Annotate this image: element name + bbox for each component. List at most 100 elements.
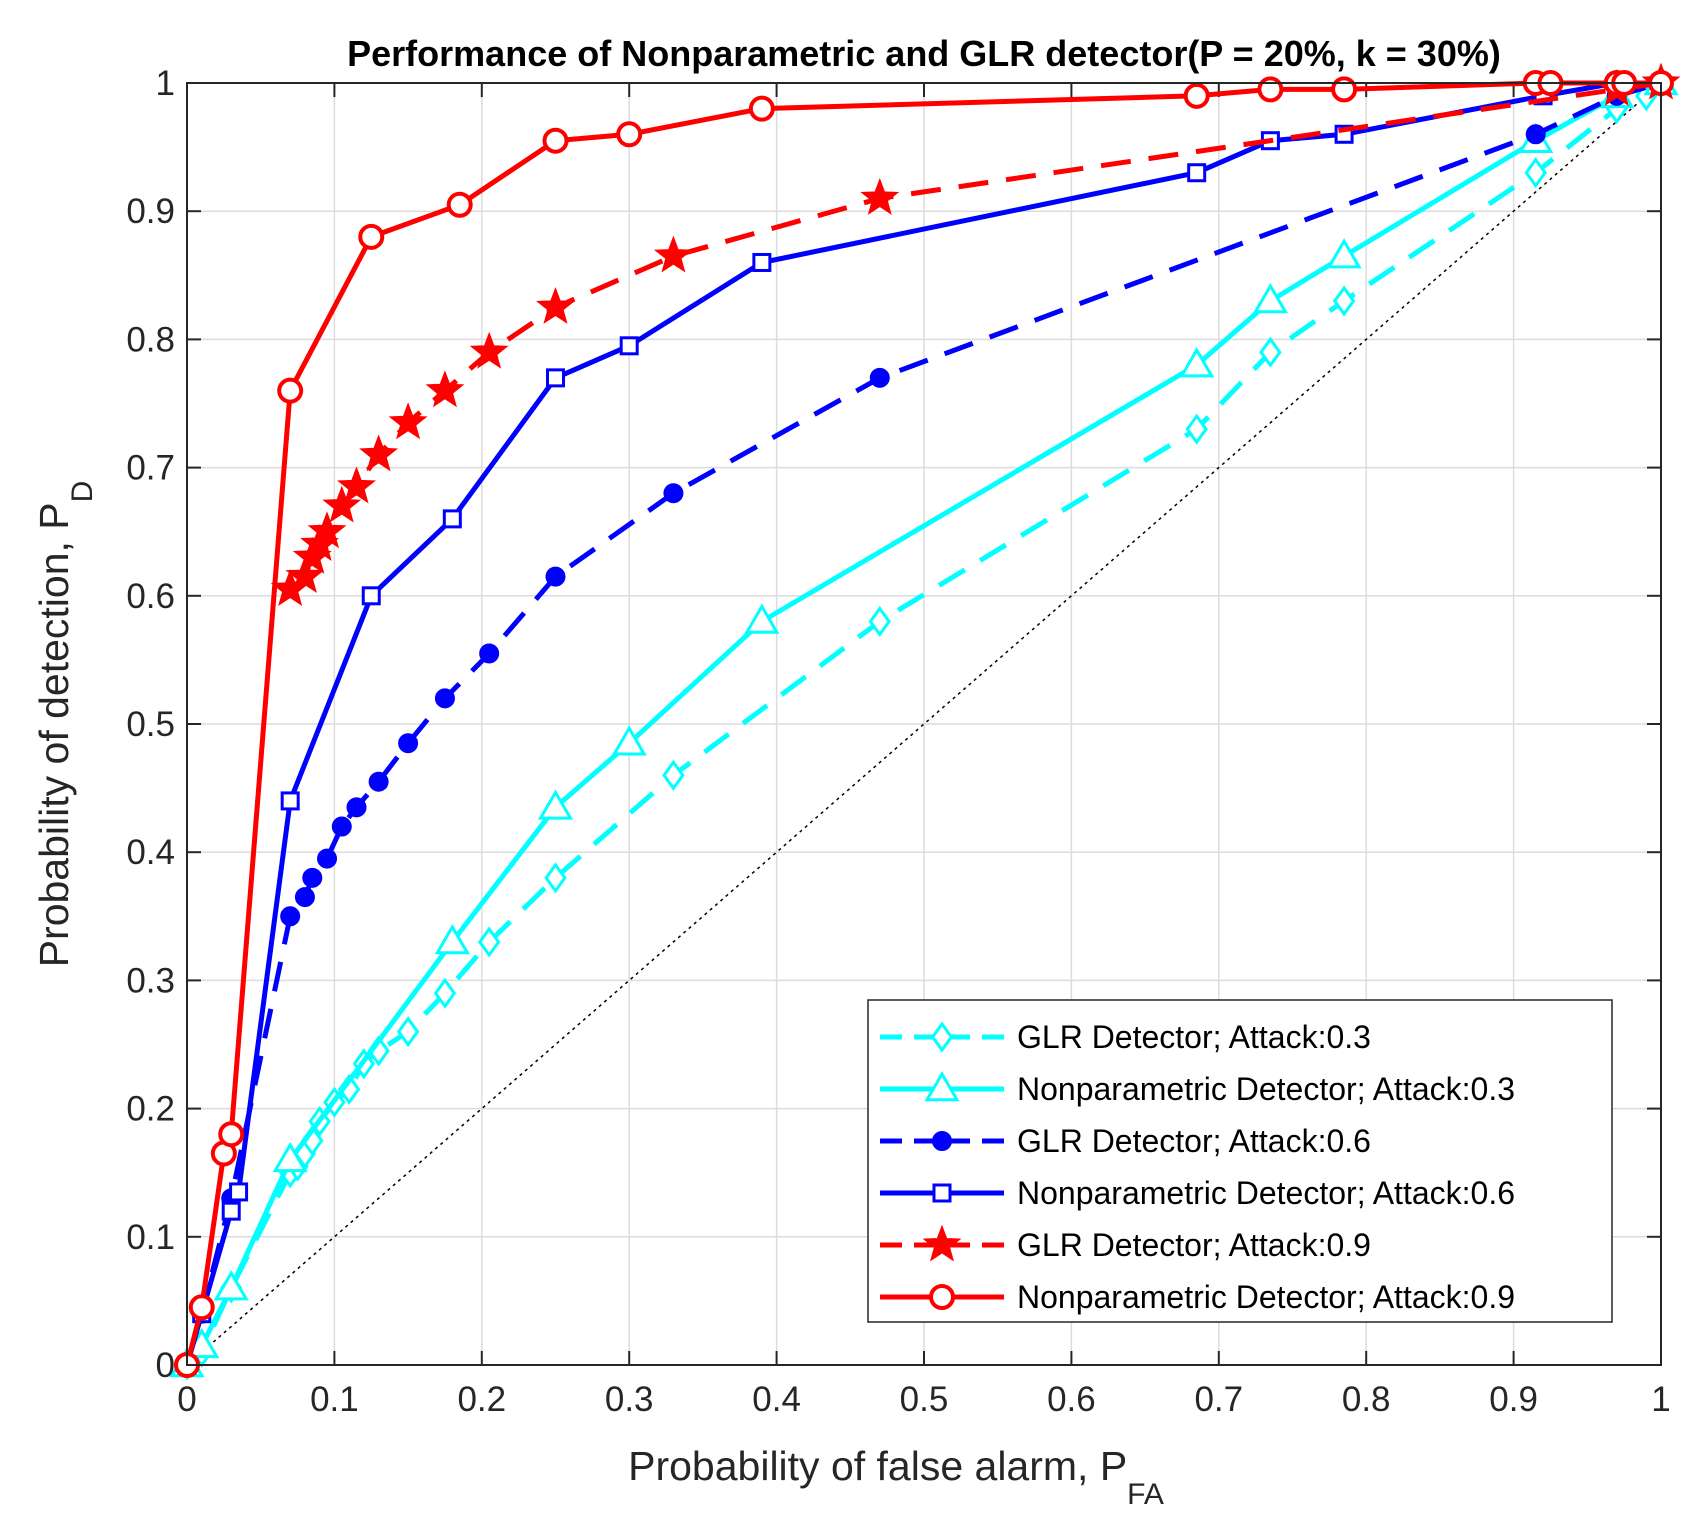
data-point xyxy=(748,95,775,122)
legend-label: Nonparametric Detector; Attack:0.9 xyxy=(1017,1279,1515,1315)
x-axis-title-subscript: FA xyxy=(1127,1478,1164,1511)
data-point xyxy=(221,1201,241,1221)
y-tick-label: 0.2 xyxy=(126,1090,175,1129)
data-point xyxy=(359,434,399,472)
data-point xyxy=(396,1016,420,1048)
data-point xyxy=(546,368,565,388)
data-point xyxy=(1525,124,1546,145)
data-point xyxy=(213,1270,249,1301)
x-tick-label: 1 xyxy=(1651,1380,1670,1419)
data-point xyxy=(860,177,900,215)
x-tick-label: 0.3 xyxy=(605,1380,654,1419)
data-point xyxy=(1259,336,1282,368)
data-point xyxy=(337,466,376,504)
data-point xyxy=(388,402,428,440)
y-axis-title-subscript: D xyxy=(66,481,99,503)
x-tick-label: 0.4 xyxy=(752,1380,801,1419)
data-point xyxy=(868,605,891,638)
data-point xyxy=(361,586,381,606)
data-point xyxy=(302,867,323,888)
data-point xyxy=(616,121,643,148)
data-point xyxy=(280,906,301,927)
data-point xyxy=(662,759,685,791)
x-axis-title-main: Probability of false alarm, P xyxy=(628,1443,1127,1489)
legend-marker xyxy=(929,1284,955,1310)
legend-label: Nonparametric Detector; Attack:0.6 xyxy=(1017,1175,1515,1211)
series-line xyxy=(288,80,1662,592)
legend-marker xyxy=(922,1224,962,1262)
x-tick-label: 0.5 xyxy=(900,1380,949,1419)
data-point xyxy=(1331,76,1358,103)
data-point xyxy=(469,331,509,369)
x-tick-label: 0.9 xyxy=(1489,1380,1538,1419)
data-point xyxy=(425,370,465,408)
legend-marker xyxy=(930,1021,954,1053)
y-axis-title-main: Probability of detection, P xyxy=(31,502,77,967)
data-point xyxy=(433,977,457,1009)
data-point xyxy=(346,797,367,818)
data-point xyxy=(744,603,780,634)
legend-item: GLR Detector; Attack:0.3 xyxy=(880,1019,1371,1055)
data-point xyxy=(446,191,473,218)
data-point xyxy=(544,862,567,894)
x-tick-labels: 0 0.1 0.2 0.3 0.4 0.5 0.6 0.7 0.8 0.9 1 xyxy=(177,1380,1670,1419)
data-point xyxy=(322,485,362,523)
y-axis-title: Probability of detection, PD xyxy=(31,481,99,968)
data-point xyxy=(619,336,639,356)
data-point xyxy=(1252,282,1288,314)
data-point xyxy=(477,926,501,958)
x-tick-label: 0.8 xyxy=(1342,1380,1391,1419)
x-tick-label: 0.1 xyxy=(310,1380,359,1419)
data-point xyxy=(1187,163,1207,183)
data-point xyxy=(358,223,385,250)
data-point xyxy=(272,1141,308,1173)
legend-label: GLR Detector; Attack:0.6 xyxy=(1017,1123,1371,1159)
data-point xyxy=(331,816,352,837)
data-point xyxy=(1183,82,1210,109)
legend-box xyxy=(867,999,1613,1323)
x-tick-label: 0.7 xyxy=(1194,1380,1243,1419)
legend-item: GLR Detector; Attack:0.9 xyxy=(880,1224,1371,1263)
y-tick-label: 0.3 xyxy=(126,961,175,1000)
data-point xyxy=(1326,238,1362,269)
legend-item: Nonparametric Detector; Attack:0.3 xyxy=(880,1071,1515,1107)
y-tick-label: 0.4 xyxy=(126,833,175,872)
data-point xyxy=(1332,285,1356,317)
x-tick-label: 0.2 xyxy=(457,1380,506,1419)
legend-marker xyxy=(932,1131,952,1151)
x-axis-title: Probability of false alarm, PFA xyxy=(628,1443,1164,1511)
data-point xyxy=(1257,76,1284,103)
x-tick-label: 0.6 xyxy=(1047,1380,1096,1419)
y-tick-label: 0.9 xyxy=(126,192,175,231)
y-tick-label: 0.6 xyxy=(126,577,175,616)
data-point xyxy=(545,566,566,587)
data-point xyxy=(285,556,325,594)
series-layer xyxy=(169,62,1681,1381)
legend-label: GLR Detector; Attack:0.3 xyxy=(1017,1019,1371,1055)
legend-marker xyxy=(924,1071,960,1102)
data-point xyxy=(434,923,470,955)
data-point xyxy=(307,511,347,549)
data-point xyxy=(536,286,575,324)
data-point xyxy=(368,771,389,792)
data-point xyxy=(229,1182,249,1202)
data-point xyxy=(1524,157,1547,189)
legend-label: GLR Detector; Attack:0.9 xyxy=(1017,1227,1371,1263)
legend: GLR Detector; Attack:0.3 Nonparametric De… xyxy=(867,999,1613,1323)
data-point xyxy=(752,252,772,272)
data-point xyxy=(542,127,569,154)
data-point xyxy=(434,688,455,709)
data-point xyxy=(188,1294,215,1321)
data-point xyxy=(218,1121,245,1148)
y-tick-label: 1 xyxy=(156,64,175,103)
y-tick-label: 0 xyxy=(156,1346,175,1385)
y-tick-label: 0.5 xyxy=(126,705,175,744)
series-line xyxy=(185,80,1662,1367)
data-point xyxy=(317,848,338,869)
data-point xyxy=(277,377,304,404)
data-point xyxy=(479,643,500,664)
legend-item: GLR Detector; Attack:0.6 xyxy=(880,1123,1371,1159)
data-point xyxy=(663,483,684,504)
y-tick-label: 0.1 xyxy=(126,1218,175,1257)
